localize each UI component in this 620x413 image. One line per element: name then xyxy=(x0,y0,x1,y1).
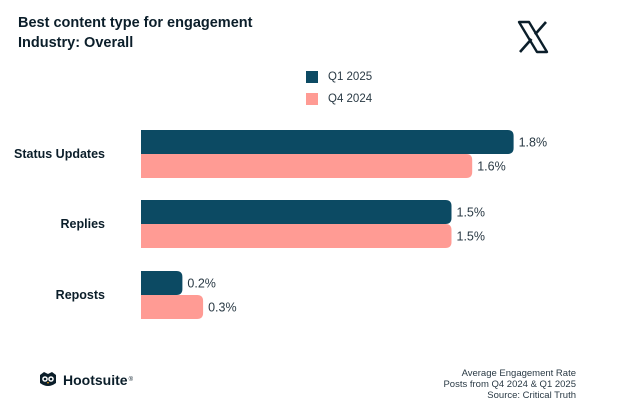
value-label-reposts-q4-2024: 0.3% xyxy=(208,301,237,315)
bar-replies-q1-2025 xyxy=(141,200,452,224)
bar-reposts-q1-2025 xyxy=(141,271,183,295)
legend-swatch-q1-2025 xyxy=(306,71,318,83)
chart-footnote: Average Engagement Rate Posts from Q4 20… xyxy=(443,368,576,401)
value-label-status-updates-q1-2025: 1.8% xyxy=(519,136,548,150)
brand-registered-mark: ® xyxy=(128,377,133,383)
chart-title: Best content type for engagement xyxy=(18,15,253,31)
value-label-replies-q4-2024: 1.5% xyxy=(457,230,486,244)
footnote-period: Posts from Q4 2024 & Q1 2025 xyxy=(443,379,576,390)
hootsuite-brand: Hootsuite ® xyxy=(38,371,133,389)
category-label-status-updates: Status Updates xyxy=(14,147,105,161)
bar-reposts-q4-2024 xyxy=(141,295,204,319)
legend-swatch-q4-2024 xyxy=(306,93,318,105)
value-label-status-updates-q4-2024: 1.6% xyxy=(477,160,506,174)
value-label-reposts-q1-2025: 0.2% xyxy=(187,277,216,291)
value-label-replies-q1-2025: 1.5% xyxy=(457,206,486,220)
legend-item-q4-2024: Q4 2024 xyxy=(306,89,372,109)
bar-status-updates-q1-2025 xyxy=(141,130,514,154)
category-label-reposts: Reposts xyxy=(56,288,105,302)
x-logo-icon xyxy=(517,20,549,54)
legend-label-q4-2024: Q4 2024 xyxy=(328,93,373,105)
chart-legend: Q1 2025 Q4 2024 xyxy=(306,67,372,111)
chart-subtitle: Industry: Overall xyxy=(18,35,134,51)
category-label-replies: Replies xyxy=(61,217,106,231)
footnote-metric: Average Engagement Rate xyxy=(461,368,576,379)
legend-label-q1-2025: Q1 2025 xyxy=(328,71,373,83)
footnote-source: Source: Critical Truth xyxy=(487,390,576,401)
legend-item-q1-2025: Q1 2025 xyxy=(306,67,372,87)
bar-replies-q4-2024 xyxy=(141,224,452,248)
brand-name: Hootsuite xyxy=(63,372,128,388)
bar-status-updates-q4-2024 xyxy=(141,154,473,178)
owl-icon xyxy=(40,372,56,386)
